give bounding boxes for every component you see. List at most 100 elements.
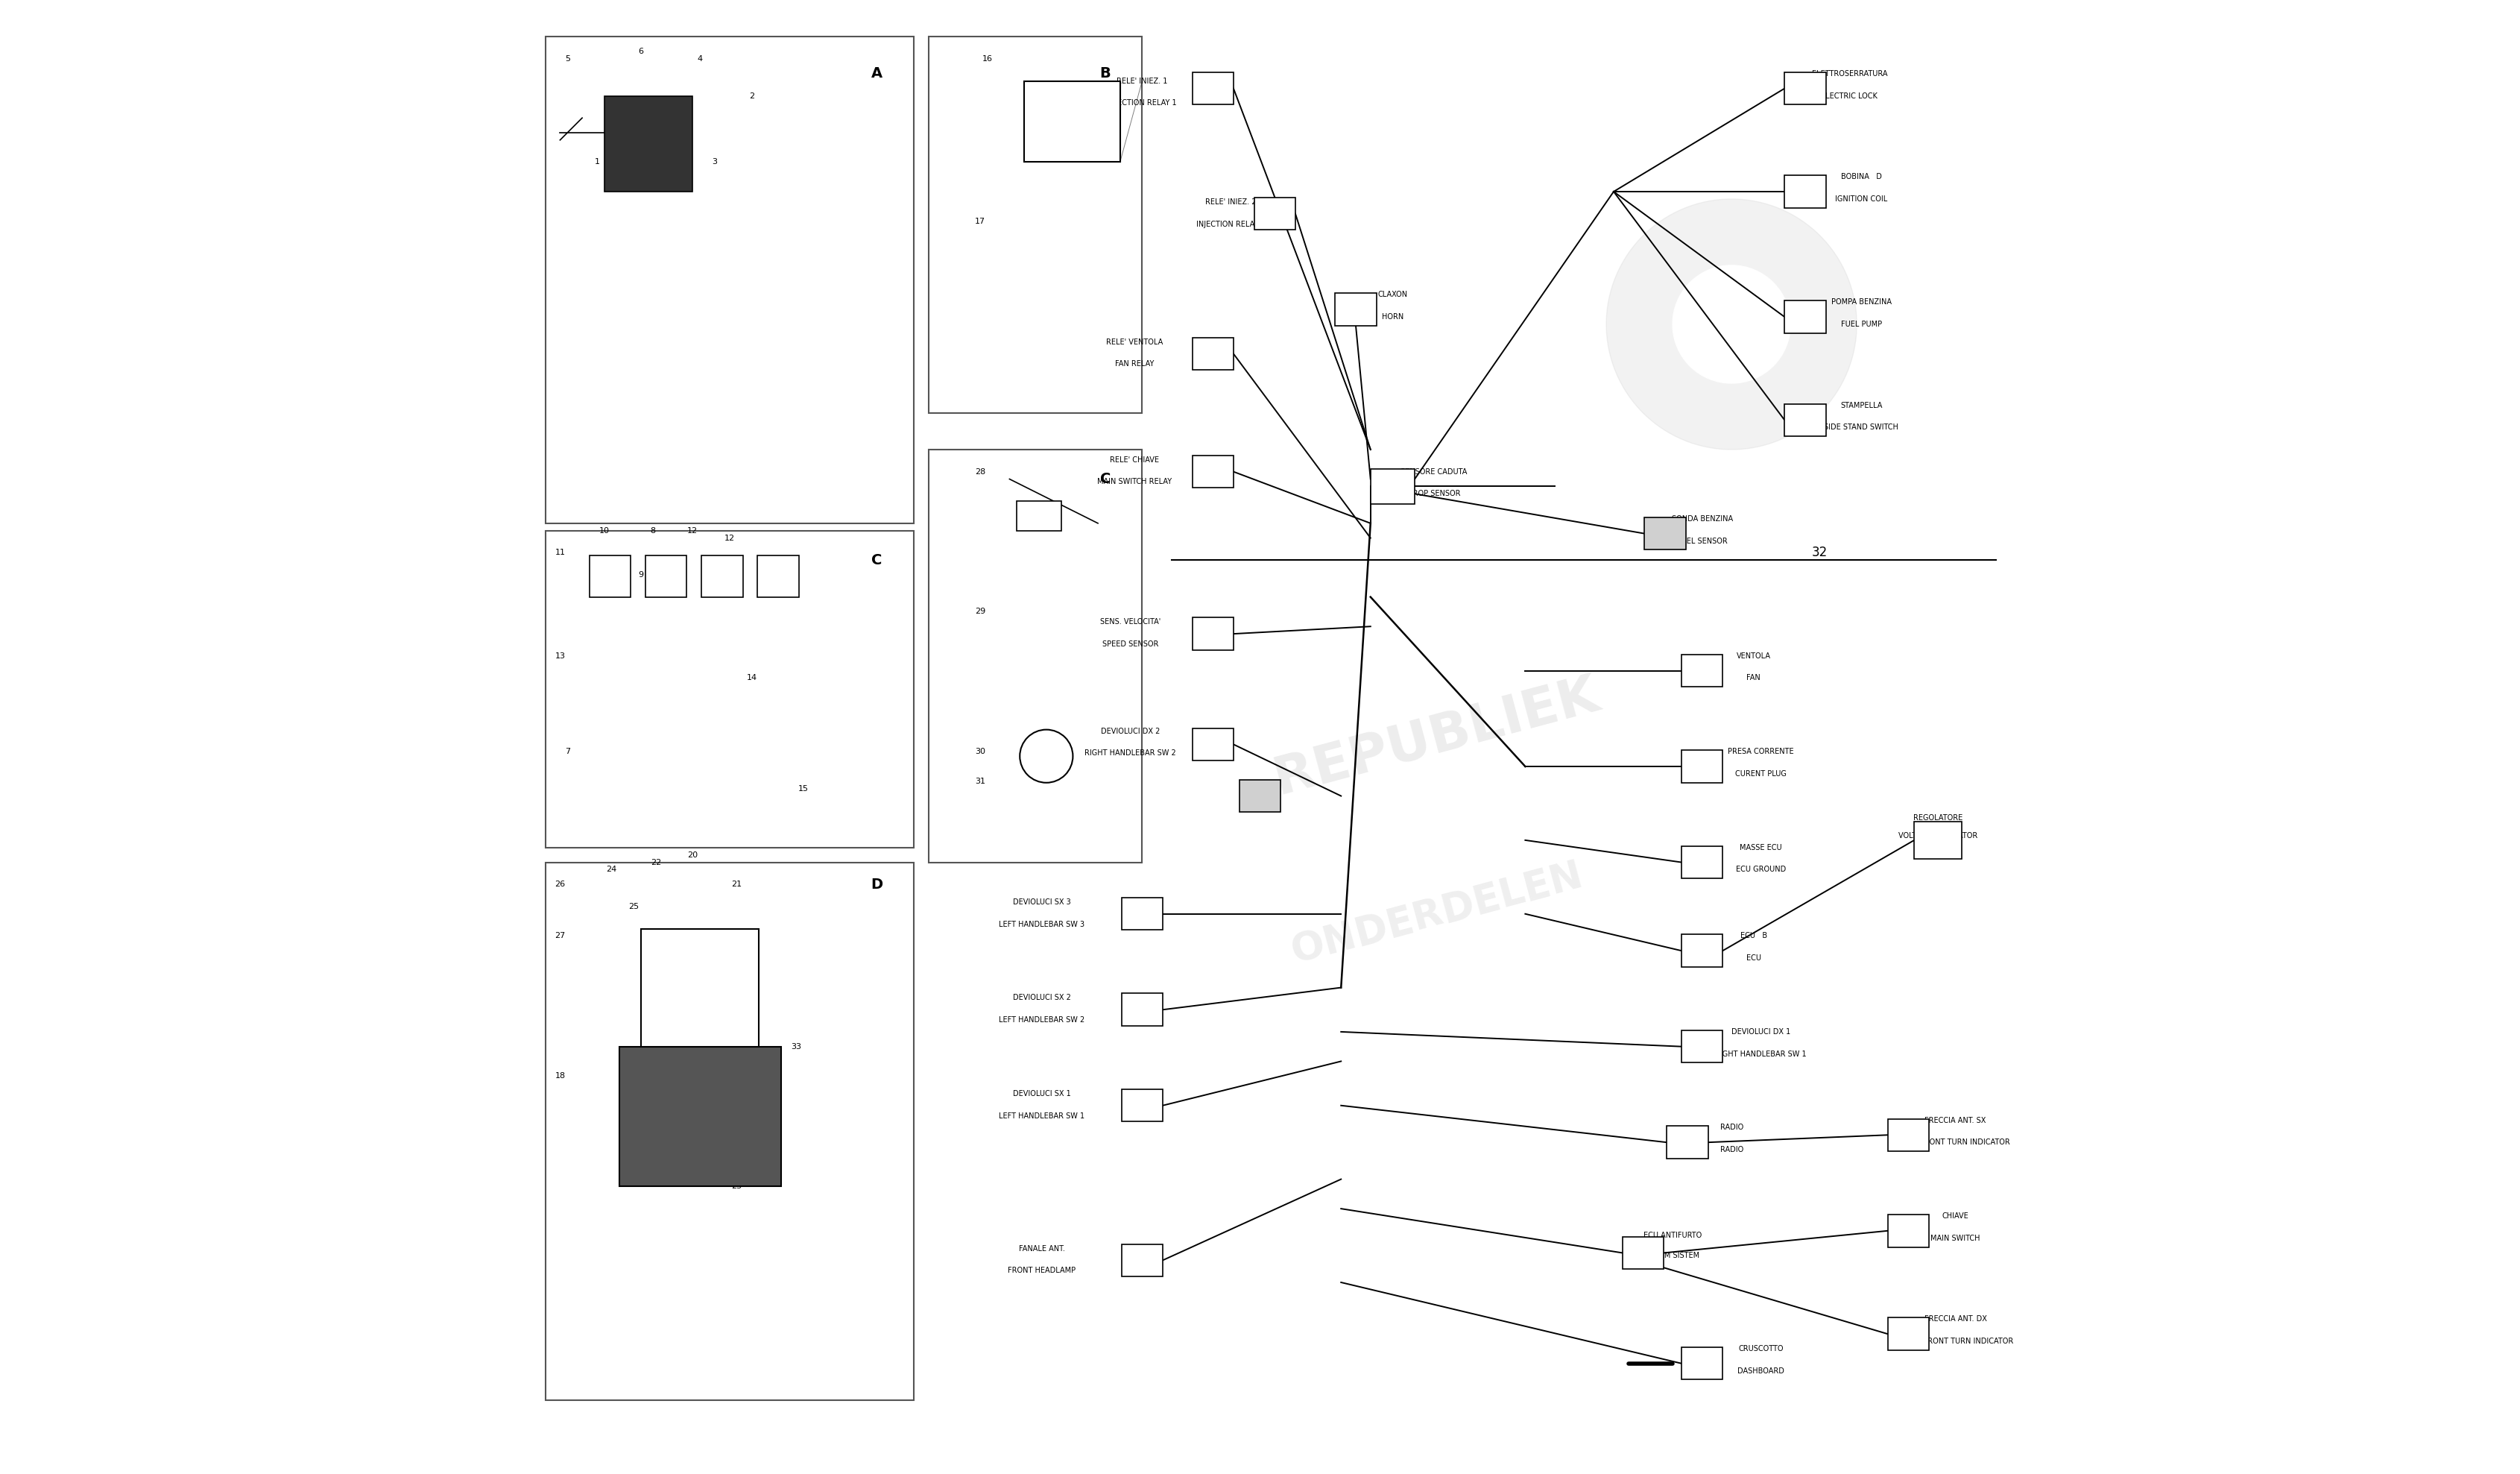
- Text: 15: 15: [799, 784, 809, 793]
- Bar: [1623, 1237, 1663, 1269]
- Text: FANALE ANT.: FANALE ANT.: [1018, 1244, 1066, 1253]
- Bar: [701, 556, 743, 597]
- Text: LEFT HANDLEBAR SW 3: LEFT HANDLEBAR SW 3: [998, 920, 1084, 929]
- Bar: [1666, 1126, 1709, 1159]
- Text: SENS. VELOCITA': SENS. VELOCITA': [1101, 618, 1162, 626]
- Bar: [1915, 822, 1961, 858]
- Bar: [1681, 1347, 1724, 1380]
- Bar: [1784, 404, 1827, 436]
- Bar: [640, 929, 759, 1047]
- Text: REPUBLIEK: REPUBLIEK: [1268, 669, 1605, 805]
- Text: 13: 13: [554, 652, 564, 660]
- Text: RELE' INIEZ. 2: RELE' INIEZ. 2: [1205, 198, 1255, 206]
- Bar: [1681, 1030, 1724, 1063]
- Text: 22: 22: [650, 858, 660, 867]
- Text: ELECTRIC LOCK: ELECTRIC LOCK: [1822, 91, 1877, 100]
- Text: 23: 23: [731, 1182, 743, 1191]
- Text: 9: 9: [638, 570, 643, 579]
- Text: RIGHT HANDLEBAR SW 1: RIGHT HANDLEBAR SW 1: [1716, 1049, 1807, 1058]
- Text: LEFT FRONT TURN INDICATOR: LEFT FRONT TURN INDICATOR: [1900, 1138, 2011, 1147]
- Text: MASSE ECU: MASSE ECU: [1739, 843, 1782, 852]
- Text: STAMPELLA: STAMPELLA: [1840, 401, 1882, 410]
- Text: POMPA BENZINA: POMPA BENZINA: [1832, 298, 1893, 307]
- Bar: [1121, 898, 1162, 930]
- Bar: [1121, 993, 1162, 1026]
- Bar: [1240, 780, 1280, 812]
- Text: VOLTAGE REGULATOR: VOLTAGE REGULATOR: [1898, 831, 1978, 840]
- Text: MAIN SWITCH RELAY: MAIN SWITCH RELAY: [1096, 478, 1172, 486]
- Text: 33: 33: [791, 1042, 801, 1051]
- Text: 27: 27: [554, 932, 564, 940]
- Text: LEFT HANDLEBAR SW 2: LEFT HANDLEBAR SW 2: [998, 1016, 1086, 1024]
- Text: A: A: [1935, 850, 1940, 859]
- Text: INJECTION RELAY 1: INJECTION RELAY 1: [1109, 99, 1177, 108]
- Circle shape: [1673, 265, 1792, 383]
- Bar: [1784, 175, 1827, 208]
- Bar: [927, 37, 1142, 413]
- Bar: [620, 1047, 781, 1187]
- Text: SIDE STAND SWITCH: SIDE STAND SWITCH: [1824, 423, 1898, 432]
- Text: DEVIOLUCI SX 2: DEVIOLUCI SX 2: [1013, 993, 1071, 1002]
- Text: ALARM SISTEM: ALARM SISTEM: [1646, 1251, 1701, 1260]
- Text: RADIO: RADIO: [1719, 1123, 1744, 1132]
- Bar: [1192, 338, 1232, 370]
- Text: BOBINA   D: BOBINA D: [1840, 172, 1882, 181]
- Bar: [605, 96, 693, 192]
- Bar: [1681, 654, 1724, 687]
- Bar: [1192, 72, 1232, 105]
- Bar: [1681, 846, 1724, 879]
- Text: B: B: [1099, 66, 1111, 81]
- Text: IGNITION COIL: IGNITION COIL: [1835, 195, 1887, 203]
- Text: CURENT PLUG: CURENT PLUG: [1736, 769, 1787, 778]
- Bar: [1784, 72, 1827, 105]
- Text: 28: 28: [975, 467, 985, 476]
- Bar: [1681, 935, 1724, 967]
- Bar: [1023, 81, 1119, 162]
- Text: A: A: [872, 66, 882, 81]
- Text: 17: 17: [975, 217, 985, 226]
- Text: MAIN SWITCH: MAIN SWITCH: [1930, 1234, 1981, 1243]
- Text: 30: 30: [975, 747, 985, 756]
- Text: FRECCIA ANT. SX: FRECCIA ANT. SX: [1925, 1116, 1986, 1125]
- Text: CLAXON: CLAXON: [1378, 290, 1409, 299]
- Text: DEVIOLUCI DX 1: DEVIOLUCI DX 1: [1731, 1027, 1792, 1036]
- Text: 32: 32: [1812, 545, 1827, 560]
- Text: ECU   B: ECU B: [1741, 932, 1767, 940]
- Text: 29: 29: [975, 607, 985, 616]
- Bar: [544, 37, 915, 523]
- Text: RELE' CHIAVE: RELE' CHIAVE: [1111, 455, 1159, 464]
- Text: 25: 25: [627, 902, 640, 911]
- Bar: [1646, 517, 1686, 550]
- Text: ONDERDELEN: ONDERDELEN: [1288, 856, 1588, 971]
- Text: 1: 1: [595, 158, 600, 167]
- Text: RELE' VENTOLA: RELE' VENTOLA: [1106, 338, 1164, 346]
- Text: DASHBOARD: DASHBOARD: [1739, 1366, 1784, 1375]
- Bar: [1192, 728, 1232, 761]
- Text: LEFT HANDLEBAR SW 1: LEFT HANDLEBAR SW 1: [998, 1111, 1084, 1120]
- Bar: [1018, 501, 1061, 531]
- Text: DEVIOLUCI SX 3: DEVIOLUCI SX 3: [1013, 898, 1071, 907]
- Text: 6: 6: [638, 47, 643, 56]
- Text: 20: 20: [688, 850, 698, 859]
- Text: ECU ANTIFURTO: ECU ANTIFURTO: [1643, 1231, 1701, 1240]
- Text: 13: 13: [723, 573, 736, 582]
- Text: HORN: HORN: [1381, 312, 1404, 321]
- Text: DROP SENSOR: DROP SENSOR: [1406, 489, 1462, 498]
- Bar: [1784, 301, 1827, 333]
- Text: PRESA CORRENTE: PRESA CORRENTE: [1729, 747, 1794, 756]
- Text: 5: 5: [564, 55, 570, 63]
- Text: DEVIOLUCI SX 1: DEVIOLUCI SX 1: [1013, 1089, 1071, 1098]
- Text: RELE' INIEZ. 1: RELE' INIEZ. 1: [1116, 77, 1167, 85]
- Text: C: C: [872, 553, 882, 567]
- Bar: [1887, 1215, 1928, 1247]
- Bar: [1887, 1318, 1928, 1350]
- Text: ELETTROSERRATURA: ELETTROSERRATURA: [1812, 69, 1887, 78]
- Bar: [590, 556, 630, 597]
- Text: 16: 16: [983, 55, 993, 63]
- Bar: [1121, 1089, 1162, 1122]
- Bar: [927, 450, 1142, 862]
- Bar: [1255, 198, 1295, 230]
- Text: SENSORE CADUTA: SENSORE CADUTA: [1401, 467, 1467, 476]
- Text: 14: 14: [746, 674, 756, 682]
- Text: 11: 11: [554, 548, 564, 557]
